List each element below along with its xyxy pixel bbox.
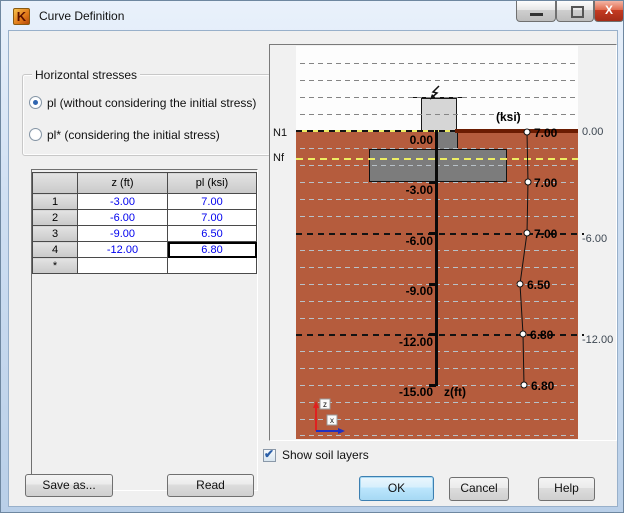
cancel-button[interactable]: Cancel bbox=[449, 477, 509, 501]
z-tick bbox=[429, 232, 436, 235]
point-value-label: 6.80 bbox=[530, 328, 554, 342]
gridline bbox=[296, 334, 584, 336]
data-point bbox=[523, 229, 531, 237]
table-row-new: * bbox=[32, 257, 257, 274]
radio-selected-dot bbox=[33, 100, 38, 105]
z-tick bbox=[429, 181, 436, 184]
pl-cell[interactable]: 7.00 bbox=[167, 209, 257, 226]
z-tick bbox=[429, 283, 436, 286]
z-cell[interactable]: -3.00 bbox=[77, 193, 168, 210]
ok-button[interactable]: OK bbox=[359, 476, 434, 501]
gridline bbox=[296, 233, 584, 235]
depth-label: -6.00 bbox=[405, 234, 433, 248]
close-button[interactable]: X bbox=[594, 1, 623, 22]
data-point bbox=[516, 280, 524, 288]
check-icon: ✔ bbox=[264, 447, 275, 461]
table-row: 4 -12.00 6.80 bbox=[32, 241, 257, 258]
z-tick bbox=[429, 384, 436, 387]
depth-label: 0.00 bbox=[409, 133, 433, 147]
data-point bbox=[519, 330, 527, 338]
z-cell[interactable]: -9.00 bbox=[77, 225, 168, 242]
stress-table: z (ft) pl (ksi) 1 -3.00 7.00 2 -6.00 7.0… bbox=[32, 172, 257, 274]
point-value-label: 7.00 bbox=[534, 176, 558, 190]
title-bar[interactable]: K Curve Definition X bbox=[1, 1, 623, 31]
radio-pl-star-circle[interactable] bbox=[29, 128, 42, 141]
point-value-label: 7.00 bbox=[534, 126, 558, 140]
data-point bbox=[520, 381, 528, 389]
row-header[interactable]: 4 bbox=[32, 241, 78, 258]
show-soil-layers-label[interactable]: Show soil layers bbox=[282, 448, 369, 462]
n1-label: N1 bbox=[273, 127, 288, 139]
minimize-button[interactable] bbox=[516, 1, 556, 22]
gridline bbox=[300, 63, 578, 64]
z-cell[interactable]: -12.00 bbox=[77, 241, 168, 258]
gridline bbox=[300, 419, 574, 420]
depth-label: -9.00 bbox=[405, 284, 433, 298]
depth-label: -15.00 bbox=[398, 385, 433, 399]
orientation-axes-icon: z x bbox=[313, 398, 345, 434]
row-header[interactable]: 3 bbox=[32, 225, 78, 242]
data-point bbox=[523, 128, 531, 136]
data-point bbox=[524, 178, 532, 186]
maximize-icon bbox=[571, 6, 584, 18]
depth-label: -3.00 bbox=[405, 183, 433, 197]
pl-curve bbox=[516, 128, 532, 389]
stress-table-panel: z (ft) pl (ksi) 1 -3.00 7.00 2 -6.00 7.0… bbox=[31, 169, 258, 491]
z-axis-line bbox=[435, 130, 438, 386]
gridline bbox=[300, 114, 578, 115]
table-row: 3 -9.00 6.50 bbox=[32, 225, 257, 242]
pl-column-header: pl (ksi) bbox=[167, 172, 257, 194]
group-title: Horizontal stresses bbox=[32, 68, 141, 82]
unit-label: (ksi) bbox=[496, 110, 521, 124]
show-soil-layers-checkbox[interactable]: ✔ bbox=[263, 447, 276, 462]
point-value-label: 6.80 bbox=[531, 379, 555, 393]
depth-label: -12.00 bbox=[398, 335, 433, 349]
right-axis-label: -6.00 bbox=[582, 233, 608, 245]
gridline bbox=[300, 97, 578, 98]
z-column-header: z (ft) bbox=[77, 172, 168, 194]
z-cell-empty[interactable] bbox=[77, 257, 168, 274]
app-icon: K bbox=[13, 8, 30, 25]
gridline bbox=[300, 80, 578, 81]
z-axis-title: z(ft) bbox=[444, 385, 466, 399]
save-as-button[interactable]: Save as... bbox=[25, 474, 113, 497]
maximize-button[interactable] bbox=[556, 1, 594, 22]
close-icon: X bbox=[604, 3, 613, 17]
row-header[interactable]: 1 bbox=[32, 193, 78, 210]
radio-pl-label[interactable]: pl (without considering the initial stre… bbox=[47, 96, 257, 110]
point-value-label: 6.50 bbox=[527, 278, 551, 292]
x-axis-icon-label: x bbox=[330, 416, 334, 425]
help-button[interactable]: Help bbox=[538, 477, 595, 501]
nf-label: Nf bbox=[273, 152, 284, 164]
right-axis-label: 0.00 bbox=[582, 126, 604, 138]
z-cell[interactable]: -6.00 bbox=[77, 209, 168, 226]
table-row: 2 -6.00 7.00 bbox=[32, 209, 257, 226]
z-axis-icon-label: z bbox=[323, 400, 327, 409]
row-header[interactable]: 2 bbox=[32, 209, 78, 226]
pl-cell-empty[interactable] bbox=[167, 257, 257, 274]
gridline bbox=[300, 402, 574, 403]
window-title: Curve Definition bbox=[39, 9, 125, 23]
table-row: 1 -3.00 7.00 bbox=[32, 193, 257, 210]
pl-cell[interactable]: 6.50 bbox=[167, 225, 257, 242]
minimize-icon bbox=[530, 13, 543, 16]
pl-cell[interactable]: 7.00 bbox=[167, 193, 257, 210]
gridline bbox=[300, 435, 574, 436]
radio-pl-star-label[interactable]: pl* (considering the initial stress) bbox=[47, 128, 220, 142]
corner-header bbox=[32, 172, 78, 194]
right-axis-label: -12.00 bbox=[582, 334, 614, 346]
new-row-header[interactable]: * bbox=[32, 257, 78, 274]
selected-cell[interactable]: 6.80 bbox=[167, 241, 257, 258]
radio-pl-circle[interactable] bbox=[29, 96, 42, 109]
read-button[interactable]: Read bbox=[167, 474, 254, 497]
soil-profile-chart: 0.00 -3.00 -6.00 -9.00 -12.00 -15.00 z(f… bbox=[269, 44, 617, 441]
ground-surface-line bbox=[455, 129, 578, 133]
point-value-label: 7.00 bbox=[534, 227, 558, 241]
z-tick bbox=[429, 333, 436, 336]
horizontal-stresses-group: Horizontal stresses pl (without consider… bbox=[22, 68, 271, 156]
